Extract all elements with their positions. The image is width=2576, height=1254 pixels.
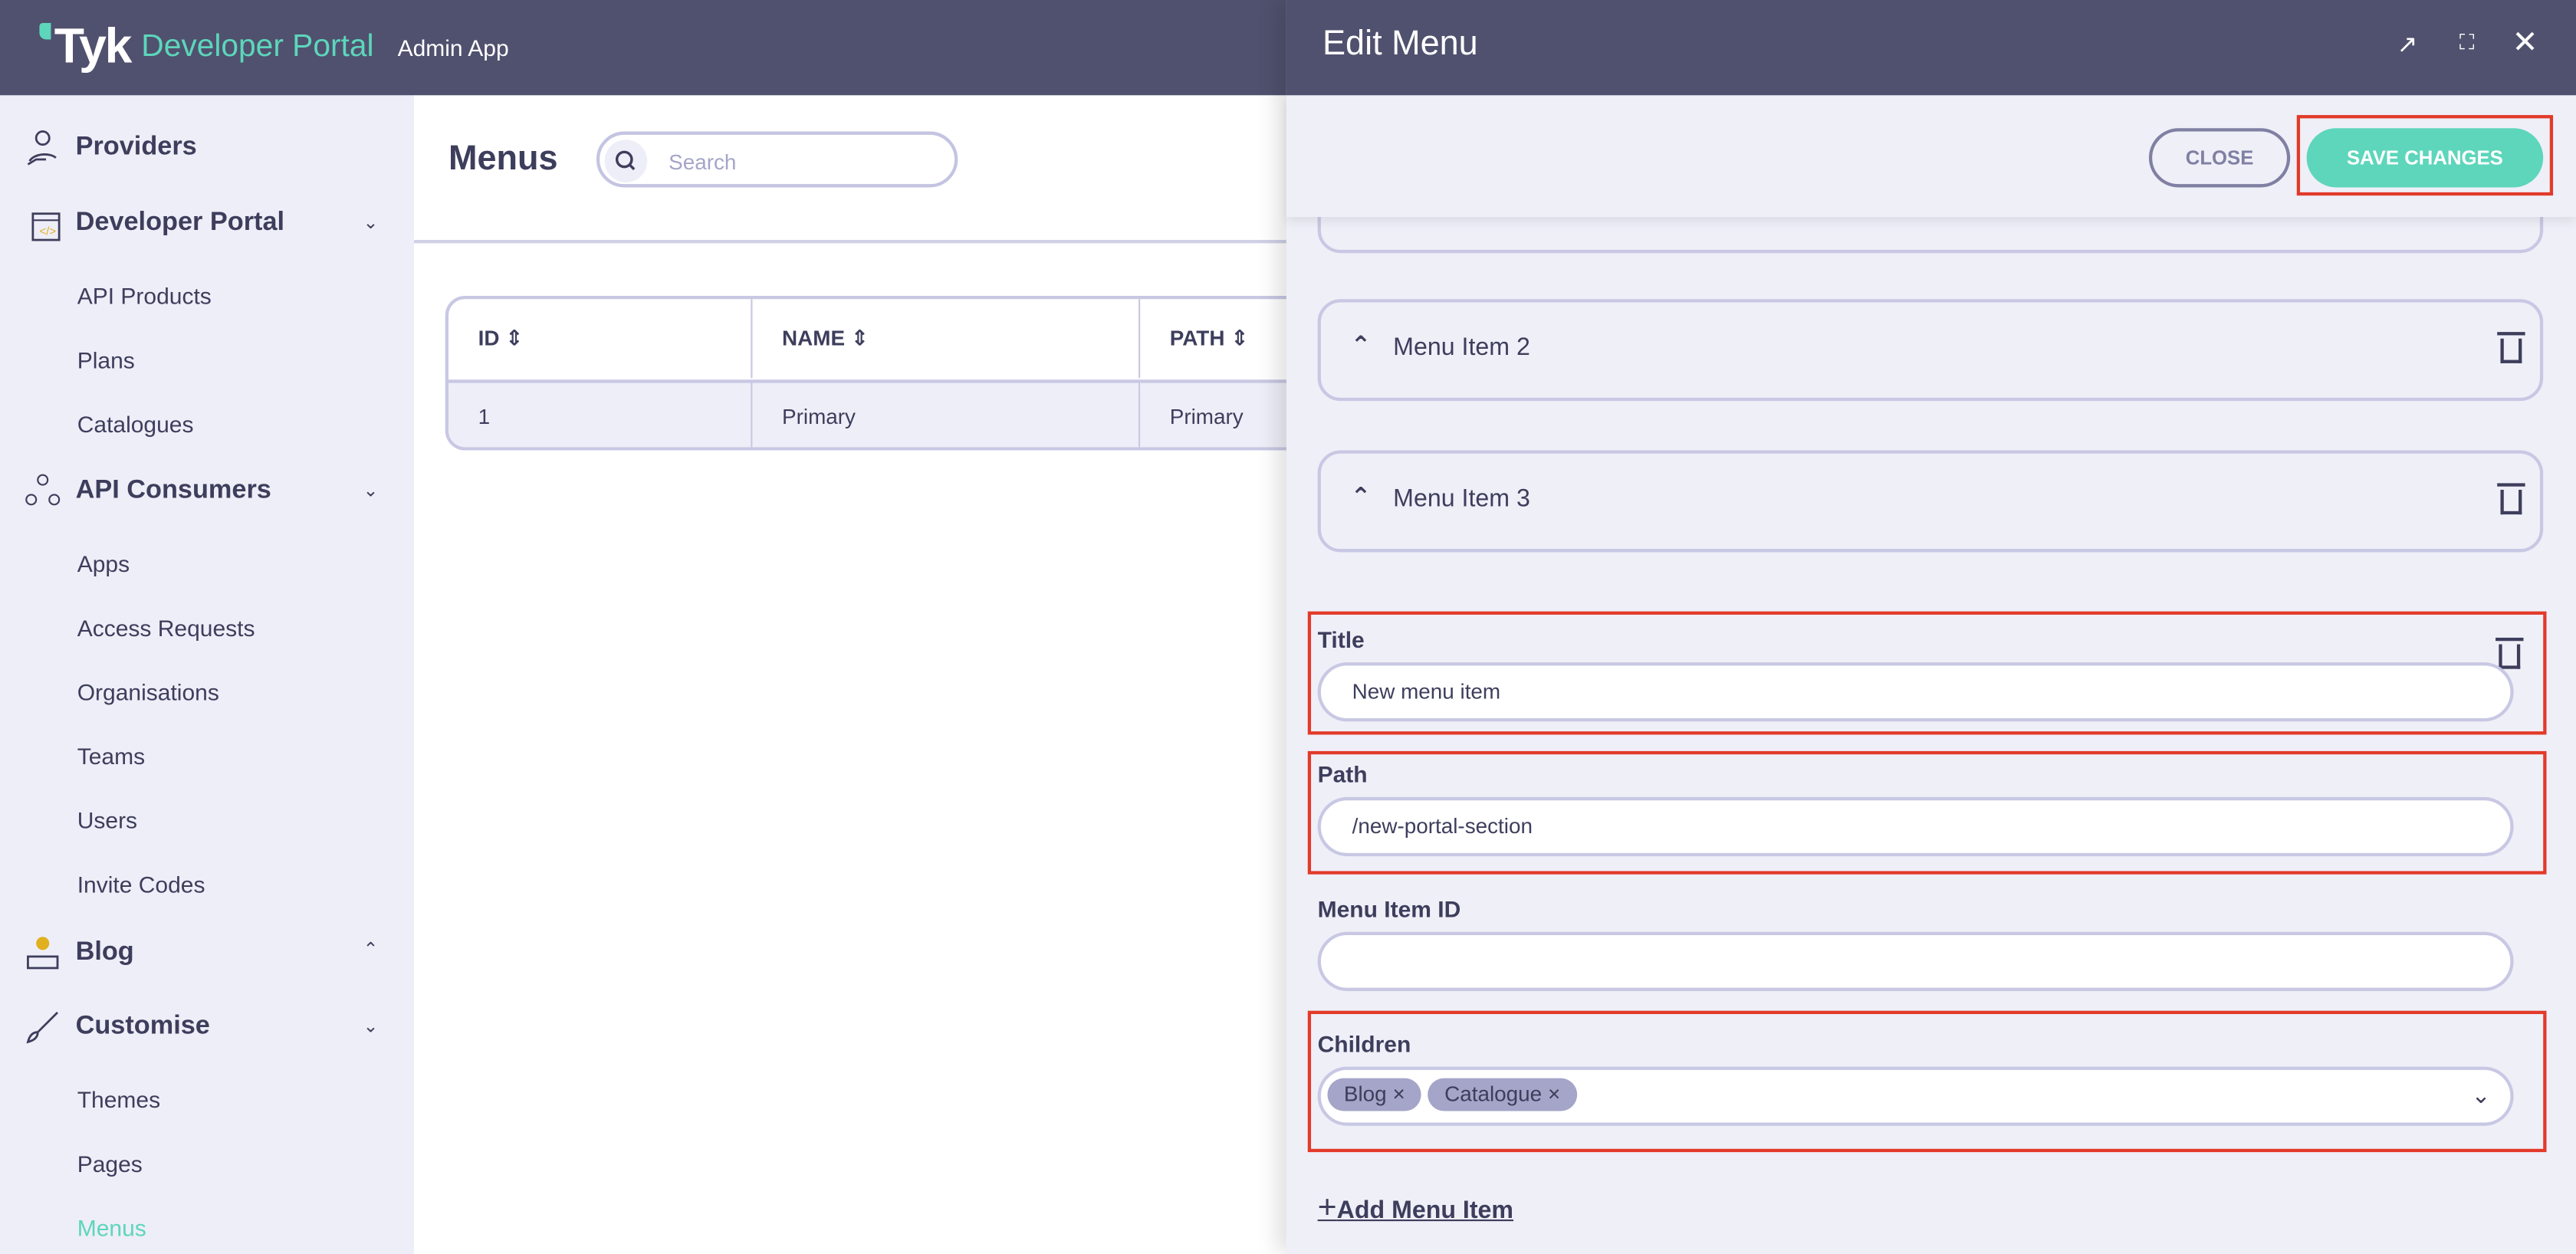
app-name: Admin App	[397, 34, 509, 61]
divider	[414, 240, 1286, 244]
chevron-up-icon[interactable]: ⌃	[1350, 332, 1372, 360]
sidebar-item-catalogues[interactable]: Catalogues	[77, 411, 194, 438]
sidebar: Providers </> Developer Portal ⌄ API Pro…	[0, 95, 415, 1254]
menu-item-id-label: Menu Item ID	[1317, 895, 1461, 922]
column-header-id[interactable]: ID ⇕	[449, 299, 753, 379]
sidebar-item-blog[interactable]: Blog	[75, 938, 134, 967]
page-title: Menus	[449, 140, 558, 178]
main-content	[414, 95, 1286, 1254]
sidebar-item-customise[interactable]: Customise	[75, 1012, 210, 1041]
sidebar-item-pages[interactable]: Pages	[77, 1150, 143, 1177]
add-menu-item-link[interactable]: +Add Menu Item	[1317, 1190, 1514, 1226]
drawer-toolbar: CLOSE SAVE CHANGES	[1286, 95, 2576, 218]
title-label: Title	[1317, 625, 1365, 653]
sidebar-item-api-products[interactable]: API Products	[77, 282, 212, 310]
highlight-box	[1307, 1010, 2547, 1153]
trash-icon[interactable]	[2497, 483, 2525, 515]
chevron-down-icon[interactable]: ⌄	[363, 213, 379, 234]
chevron-down-icon[interactable]: ⌄	[2471, 1081, 2491, 1108]
column-header-name[interactable]: NAME ⇕	[752, 299, 1141, 379]
tyk-logo[interactable]: Tyk	[39, 19, 133, 76]
table-cell-id[interactable]: 1	[449, 379, 753, 448]
sidebar-item-api-consumers[interactable]: API Consumers	[75, 476, 271, 505]
sidebar-item-organisations[interactable]: Organisations	[77, 678, 219, 705]
save-changes-button[interactable]: SAVE CHANGES	[2306, 128, 2544, 188]
chevron-down-icon[interactable]: ⌄	[363, 481, 379, 501]
plus-icon: +	[1317, 1190, 1337, 1226]
sidebar-item-teams[interactable]: Teams	[77, 743, 146, 770]
sidebar-item-users[interactable]: Users	[77, 806, 138, 834]
table-cell-name[interactable]: Primary	[752, 379, 1141, 448]
search-input[interactable]: Search	[596, 131, 958, 188]
expand-icon[interactable]: ⛶	[2459, 29, 2475, 54]
menus-table: ID ⇕ NAME ⇕ PATH ⇕ 1 Primary Primary	[445, 295, 1332, 451]
close-icon[interactable]: ✕	[2512, 26, 2538, 61]
drawer-header	[1286, 0, 2576, 96]
column-header-path[interactable]: PATH ⇕	[1169, 325, 1249, 350]
sidebar-item-access-requests[interactable]: Access Requests	[77, 614, 255, 642]
sidebar-item-apps[interactable]: Apps	[77, 550, 130, 577]
sidebar-item-invite-codes[interactable]: Invite Codes	[77, 871, 205, 898]
path-input[interactable]: /new-portal-section	[1317, 796, 2514, 857]
developer-portal-icon: </>	[31, 212, 61, 241]
sidebar-item-plans[interactable]: Plans	[77, 346, 135, 373]
sidebar-item-menus[interactable]: Menus	[77, 1214, 146, 1241]
child-chip: Blog ×	[1327, 1078, 1422, 1111]
menu-item-accordion[interactable]: ⌃ Menu Item 3	[1317, 450, 2544, 553]
children-select[interactable]: Blog × Catalogue × ⌄	[1317, 1066, 2514, 1126]
menu-item-id-input[interactable]	[1317, 931, 2514, 991]
drawer-title: Edit Menu	[1322, 25, 1478, 63]
logo-text: Tyk	[54, 19, 133, 74]
sidebar-item-themes[interactable]: Themes	[77, 1086, 161, 1113]
children-label: Children	[1317, 1030, 1411, 1057]
trash-icon[interactable]	[2497, 332, 2525, 363]
open-external-icon[interactable]: ↗	[2397, 31, 2418, 60]
path-label: Path	[1317, 760, 1368, 788]
menu-item-title: Menu Item 3	[1393, 484, 1530, 513]
title-input[interactable]: New menu item	[1317, 662, 2514, 722]
chevron-up-icon[interactable]: ⌃	[363, 940, 379, 960]
highlight-box	[1307, 750, 2547, 875]
menu-item-title: Menu Item 2	[1393, 333, 1530, 362]
highlight-box	[1307, 611, 2547, 735]
providers-icon	[27, 130, 57, 166]
sidebar-item-providers[interactable]: Providers	[75, 133, 197, 162]
chevron-up-icon[interactable]: ⌃	[1350, 483, 1372, 511]
search-placeholder: Search	[669, 149, 737, 175]
product-name: Developer Portal	[141, 29, 374, 64]
sidebar-item-developer-portal[interactable]: Developer Portal	[75, 208, 285, 237]
child-chip: Catalogue ×	[1428, 1078, 1577, 1111]
customise-icon	[26, 1011, 58, 1044]
menu-item-accordion[interactable]: ⌃ Menu Item 2	[1317, 299, 2544, 402]
svg-text:</>: </>	[39, 225, 56, 238]
remove-chip-icon[interactable]: ×	[1392, 1081, 1405, 1107]
search-icon	[604, 140, 648, 183]
remove-chip-icon[interactable]: ×	[1547, 1081, 1561, 1107]
trash-icon[interactable]	[2496, 637, 2524, 669]
blog-icon	[27, 937, 59, 970]
close-button[interactable]: CLOSE	[2148, 128, 2291, 188]
edit-menu-drawer: Edit Menu ↗ ⛶ ✕ CLOSE SAVE CHANGES ⌃ Men…	[1286, 0, 2576, 1254]
highlight-box	[2296, 115, 2554, 196]
chevron-down-icon[interactable]: ⌄	[363, 1017, 379, 1037]
api-consumers-icon	[25, 474, 61, 506]
